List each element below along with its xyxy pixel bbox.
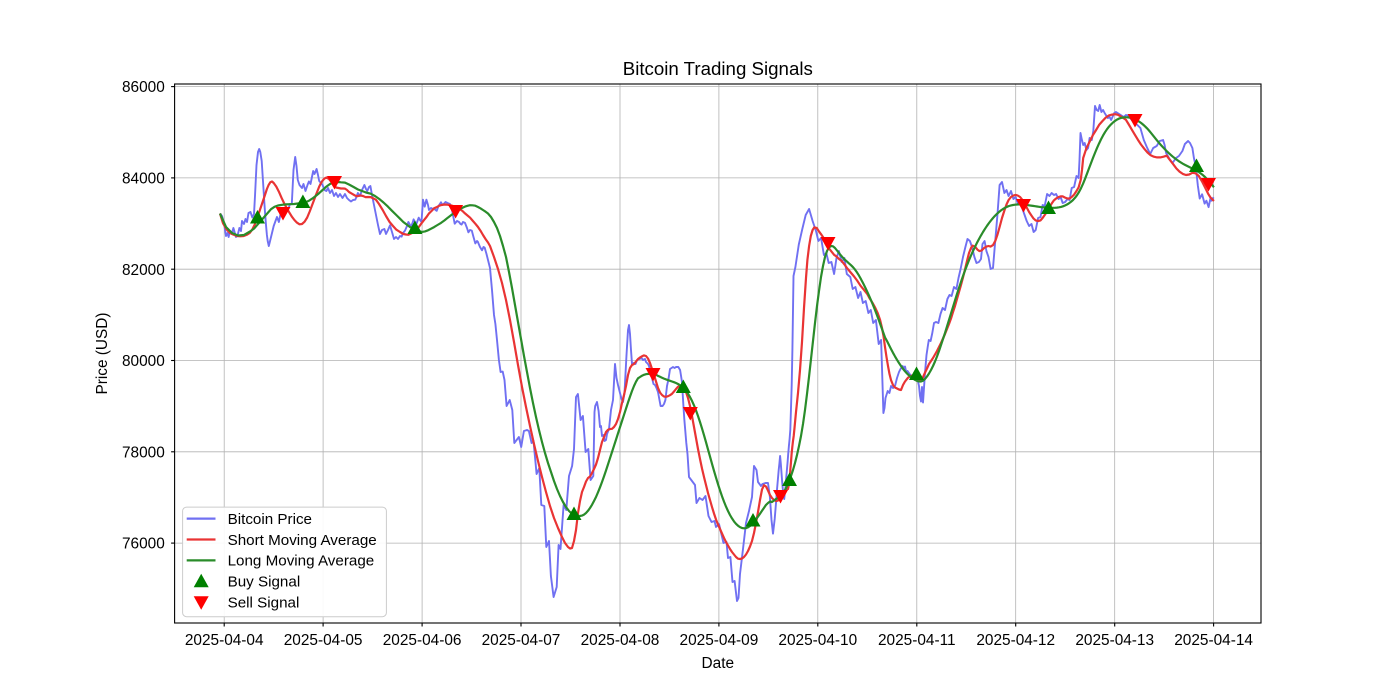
svg-text:82000: 82000: [122, 262, 165, 279]
svg-text:2025-04-06: 2025-04-06: [383, 632, 462, 649]
svg-text:Bitcoin Trading Signals: Bitcoin Trading Signals: [623, 58, 813, 79]
svg-text:2025-04-13: 2025-04-13: [1075, 632, 1154, 649]
svg-text:Bitcoin Price: Bitcoin Price: [228, 511, 312, 528]
svg-text:Sell Signal: Sell Signal: [228, 595, 300, 612]
svg-text:2025-04-11: 2025-04-11: [878, 632, 956, 649]
svg-text:84000: 84000: [122, 171, 165, 188]
svg-text:Buy Signal: Buy Signal: [228, 574, 301, 591]
svg-text:Date: Date: [702, 655, 735, 672]
svg-text:2025-04-12: 2025-04-12: [976, 632, 1055, 649]
svg-text:2025-04-14: 2025-04-14: [1174, 632, 1253, 649]
svg-text:2025-04-08: 2025-04-08: [581, 632, 660, 649]
svg-text:78000: 78000: [122, 444, 165, 461]
svg-text:Short Moving Average: Short Moving Average: [228, 532, 377, 549]
svg-text:80000: 80000: [122, 353, 165, 370]
svg-text:86000: 86000: [122, 79, 165, 96]
svg-text:2025-04-09: 2025-04-09: [680, 632, 759, 649]
svg-text:2025-04-04: 2025-04-04: [185, 632, 264, 649]
svg-text:76000: 76000: [122, 536, 165, 553]
svg-text:Long Moving Average: Long Moving Average: [228, 553, 375, 570]
svg-text:2025-04-10: 2025-04-10: [778, 632, 857, 649]
svg-text:2025-04-05: 2025-04-05: [284, 632, 363, 649]
svg-text:2025-04-07: 2025-04-07: [482, 632, 561, 649]
svg-text:Price (USD): Price (USD): [94, 312, 111, 394]
